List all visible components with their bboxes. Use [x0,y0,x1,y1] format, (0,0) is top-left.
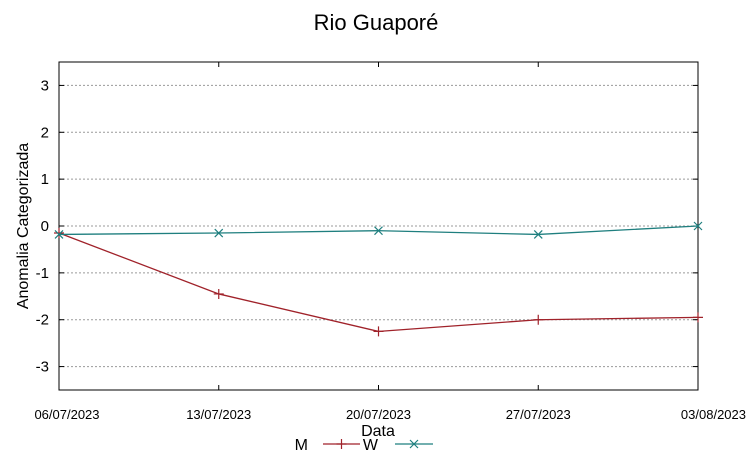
series-w-point [214,228,224,238]
y-tick-label: -3 [36,359,49,376]
chart-title: Rio Guaporé [314,10,439,35]
x-tick-label: 06/07/2023 [34,407,99,422]
x-tick-label: 03/08/2023 [681,407,746,422]
series-w-point [533,230,543,239]
series-w-point [54,230,64,239]
series-m-point [693,312,703,323]
x-tick-label: 20/07/2023 [346,407,411,422]
x-tick-label: 27/07/2023 [506,407,571,422]
series-m-point [54,228,64,239]
x-axis-label: Data [361,423,395,440]
y-axis: 3 2 1 0 -1 -2 -3 [36,77,698,376]
y-axis-label: Anomalia Categorizada [15,143,32,309]
legend-marker-m [336,439,347,449]
series-m-point [533,314,544,325]
y-tick-label: -2 [36,312,49,329]
legend-marker-w [409,439,419,449]
gridlines [59,84,698,368]
y-tick-label: -1 [36,265,49,282]
plot-frame [58,61,699,391]
series-group [54,221,703,337]
x-axis: 06/07/2023 13/07/2023 20/07/2023 27/07/2023… [34,62,746,422]
series-w-point [374,226,383,236]
series-m-point [213,288,224,299]
series-w [54,221,703,239]
series-w-point [693,221,703,231]
legend-label-w: W [363,437,379,454]
y-tick-label: 2 [41,124,49,141]
series-m-point [373,326,384,337]
y-tick-label: 1 [41,171,49,188]
y-tick-label: 0 [41,218,49,235]
y-tick-label: 3 [41,77,49,94]
legend-label-m: M [295,437,308,454]
series-m-line [58,232,699,333]
x-tick-label: 13/07/2023 [186,407,251,422]
series-m [54,228,703,337]
